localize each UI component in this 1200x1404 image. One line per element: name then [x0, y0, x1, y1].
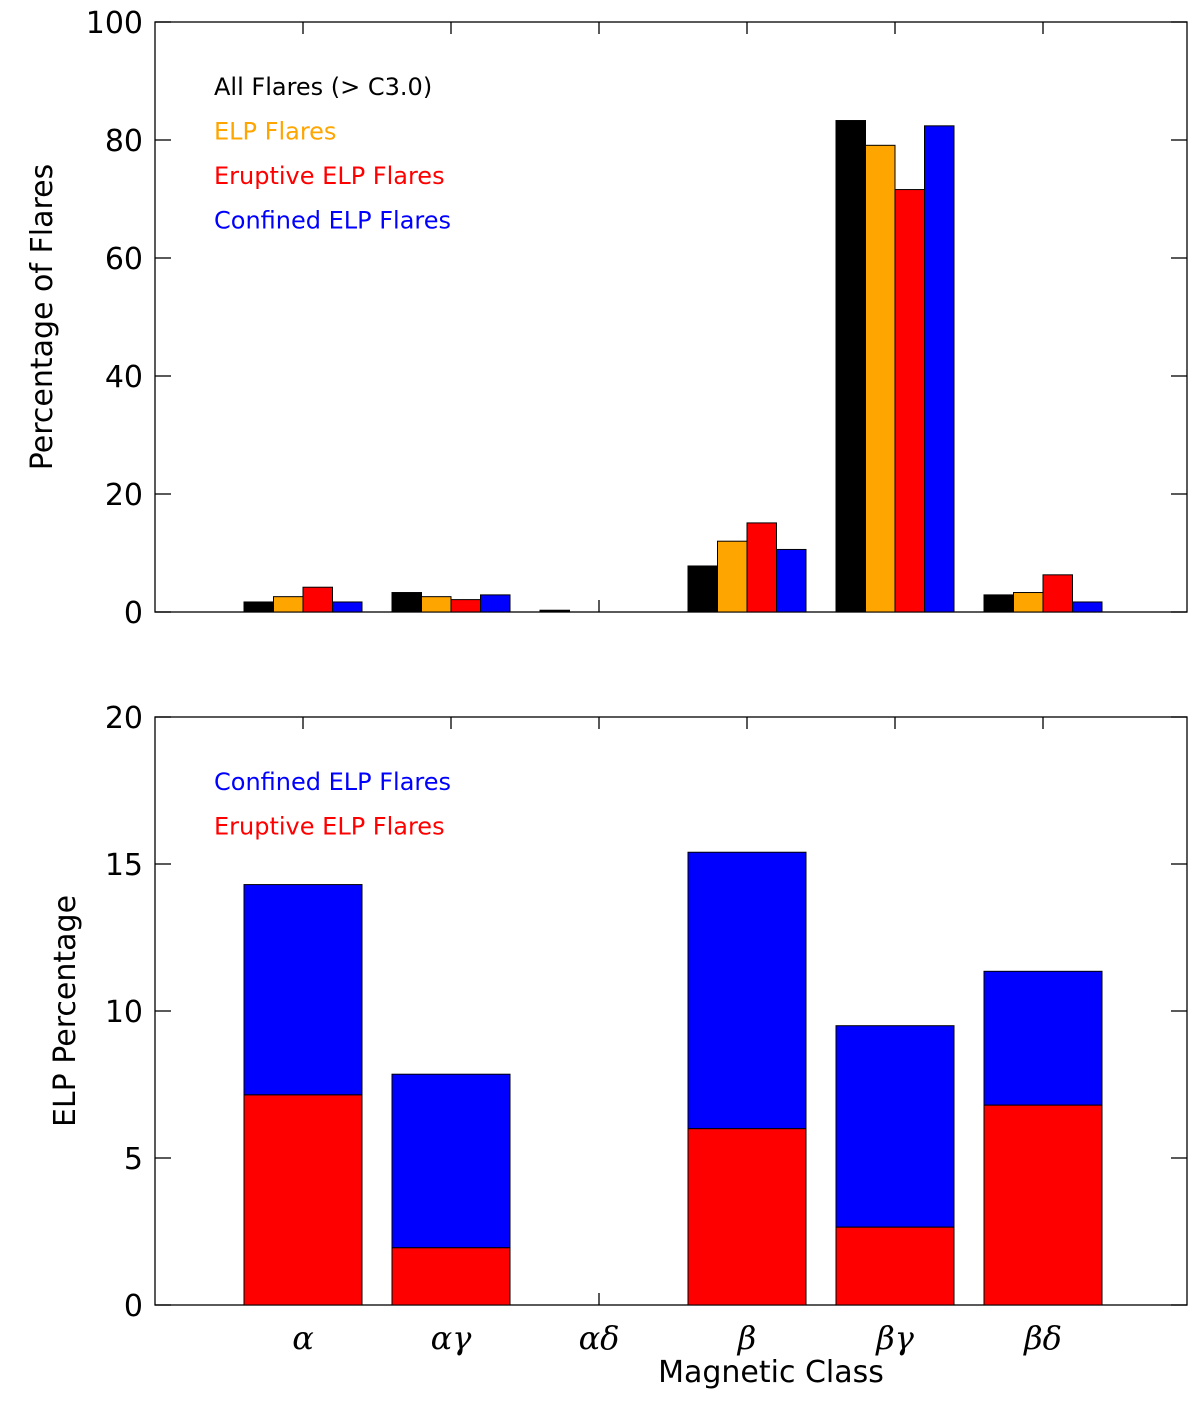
- bar: [1042, 574, 1073, 613]
- bar: [302, 586, 333, 613]
- category-label: α: [292, 1319, 314, 1357]
- top-legend-entry: All Flares (> C3.0): [214, 73, 432, 101]
- bar: [776, 548, 807, 613]
- top-ytick-label: 0: [124, 596, 143, 631]
- category-label: β: [737, 1319, 757, 1357]
- bar: [1013, 592, 1044, 613]
- stacked-bar-segment: [243, 884, 363, 1096]
- stacked-bar-segment: [391, 1073, 511, 1249]
- bottom-legend-entry: Confined ELP Flares: [214, 768, 451, 796]
- bar: [480, 594, 511, 613]
- bar: [894, 189, 925, 613]
- bottom-ytick-label: 10: [105, 995, 143, 1030]
- bar: [687, 565, 718, 613]
- bar: [539, 609, 570, 613]
- top-ytick-label: 20: [105, 478, 143, 513]
- x-axis-label: Magnetic Class: [658, 1355, 884, 1390]
- bar: [421, 596, 452, 613]
- bar: [332, 601, 363, 613]
- top-y-axis-label: Percentage of Flares: [25, 164, 60, 471]
- category-label: βδ: [1023, 1319, 1062, 1357]
- bottom-ytick-label: 5: [124, 1142, 143, 1177]
- bar: [835, 120, 866, 613]
- category-label: βγ: [875, 1319, 915, 1357]
- bar: [983, 594, 1014, 613]
- bottom-ytick-label: 20: [105, 701, 143, 736]
- top-ytick-label: 40: [105, 360, 143, 395]
- bottom-y-axis-label: ELP Percentage: [48, 895, 83, 1127]
- top-legend-entry: Eruptive ELP Flares: [214, 162, 445, 190]
- bar: [243, 601, 274, 613]
- bottom-chart-elp-percentage: 0 5 10 15 20 α αγ αδ β βγ βδ ELP Percentage Magnetic…: [48, 701, 1188, 1390]
- stacked-bar-segment: [687, 1128, 807, 1306]
- top-plot-frame: [154, 21, 1188, 613]
- stacked-bar-segment: [983, 1104, 1103, 1306]
- stacked-bar-segment: [835, 1025, 955, 1228]
- stacked-bar-segment: [983, 970, 1103, 1106]
- category-label: αδ: [579, 1319, 620, 1357]
- bottom-ytick-label: 0: [124, 1289, 143, 1324]
- stacked-bar-segment: [243, 1094, 363, 1306]
- bar: [273, 596, 304, 613]
- stacked-bar-segment: [835, 1226, 955, 1306]
- stacked-bar-segment: [687, 851, 807, 1130]
- bar: [865, 144, 896, 613]
- top-legend-entry: ELP Flares: [214, 118, 336, 146]
- top-ytick-label: 100: [86, 6, 143, 41]
- bar: [391, 592, 422, 613]
- bar: [746, 522, 777, 613]
- top-chart-percentage-of-flares: 0 20 40 60 80 100 Percentage of Flares All Flar…: [25, 6, 1188, 631]
- top-legend-entry: Confined ELP Flares: [214, 207, 451, 235]
- bottom-ytick-label: 15: [105, 848, 143, 883]
- bar: [717, 540, 748, 613]
- top-ytick-label: 60: [105, 242, 143, 277]
- bar: [450, 599, 481, 613]
- top-ytick-label: 80: [105, 124, 143, 159]
- category-label: αγ: [431, 1319, 473, 1357]
- bar: [924, 125, 955, 613]
- bar: [1072, 601, 1103, 613]
- stacked-bar-segment: [391, 1247, 511, 1306]
- bottom-legend-entry: Eruptive ELP Flares: [214, 813, 445, 841]
